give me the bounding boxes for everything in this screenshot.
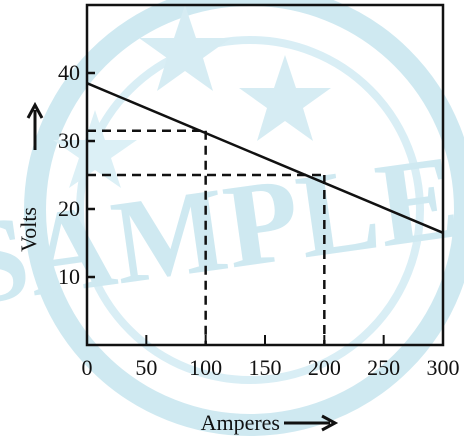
x-tick-label-150: 150 bbox=[249, 355, 282, 380]
y-tick-label-30: 30 bbox=[58, 128, 80, 153]
watermark-ring-outer bbox=[24, 0, 464, 436]
y-axis-label: Volts bbox=[16, 207, 41, 252]
x-tick-label-250: 250 bbox=[367, 355, 400, 380]
y-tick-label-40: 40 bbox=[58, 60, 80, 85]
x-axis-label-arrow bbox=[284, 414, 339, 432]
plot-area: 0 50 100 150 200 250 300 10 20 30 40 bbox=[58, 3, 460, 380]
y-tick-label-10: 10 bbox=[58, 264, 80, 289]
watermark-star-2 bbox=[239, 55, 331, 141]
x-tick-label-200: 200 bbox=[308, 355, 341, 380]
x-tick-label-300: 300 bbox=[427, 355, 460, 380]
series-line-1 bbox=[86, 82, 444, 234]
x-tick-label-0: 0 bbox=[82, 355, 93, 380]
x-tick-label-50: 50 bbox=[135, 355, 157, 380]
watermark-star-3 bbox=[53, 110, 137, 188]
y-tick-label-20: 20 bbox=[58, 196, 80, 221]
y-axis-label-arrow bbox=[26, 101, 44, 150]
x-axis-label: Amperes bbox=[201, 410, 280, 435]
x-tick-label-100: 100 bbox=[189, 355, 222, 380]
watermark-star-1 bbox=[139, 5, 231, 91]
watermark-ring-inner bbox=[76, 36, 424, 384]
